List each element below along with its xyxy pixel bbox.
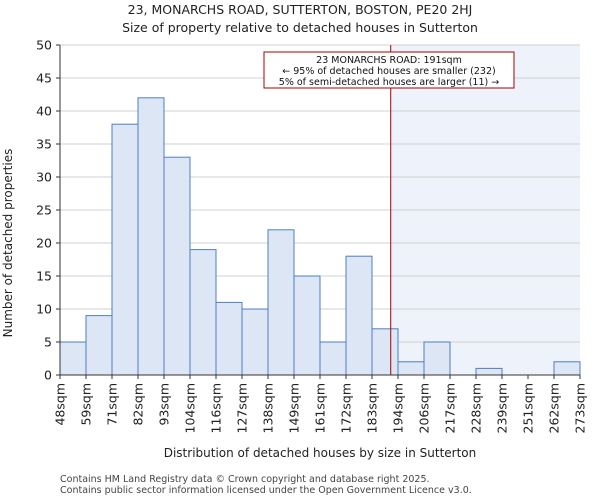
x-tick-label: 217sqm <box>443 383 458 433</box>
annotation-box <box>263 51 515 89</box>
x-tick-label: 116sqm <box>209 383 224 433</box>
x-tick-label: 206sqm <box>417 383 432 433</box>
x-tick-label: 194sqm <box>391 383 406 433</box>
chart-subtitle: Size of property relative to detached ho… <box>122 20 478 35</box>
x-tick-label: 239sqm <box>495 383 510 433</box>
x-tick-label: 138sqm <box>261 383 276 433</box>
histogram-bar <box>189 249 217 376</box>
y-axis-label: Number of detached properties <box>1 149 15 338</box>
x-tick-label: 273sqm <box>573 383 588 433</box>
histogram-bar <box>267 229 295 376</box>
histogram-bar <box>215 301 243 376</box>
y-tick-label: 10 <box>36 302 52 317</box>
y-tick-label: 15 <box>36 269 52 284</box>
x-tick-label: 228sqm <box>469 383 484 433</box>
x-tick-label: 127sqm <box>235 383 250 433</box>
x-tick-label: 48sqm <box>53 383 68 426</box>
histogram-bar <box>137 97 165 376</box>
y-tick-label: 25 <box>36 203 52 218</box>
x-tick-label: 262sqm <box>547 383 562 433</box>
y-tick-label: 35 <box>36 137 52 152</box>
x-tick-label: 93sqm <box>157 383 172 426</box>
histogram-bar <box>241 308 269 376</box>
histogram-bar <box>59 341 87 376</box>
histogram-bar <box>345 255 373 376</box>
y-tick-label: 45 <box>36 71 52 86</box>
annotation-line: 5% of semi-detached houses are larger (1… <box>279 77 499 88</box>
histogram-bar <box>553 361 581 376</box>
histogram-bar <box>163 156 191 376</box>
y-tick-label: 50 <box>36 38 52 53</box>
histogram-bar <box>85 315 113 376</box>
chart-title: 23, MONARCHS ROAD, SUTTERTON, BOSTON, PE… <box>127 2 473 17</box>
annotation-line: ← 95% of detached houses are smaller (23… <box>282 66 495 77</box>
x-tick-label: 172sqm <box>339 383 354 433</box>
x-tick-label: 251sqm <box>521 383 536 433</box>
footer-licence: Contains public sector information licen… <box>60 485 472 496</box>
histogram-bar <box>319 341 347 376</box>
histogram-bar <box>397 361 425 376</box>
x-tick-label: 161sqm <box>313 383 328 433</box>
histogram-bar <box>371 328 399 376</box>
histogram-bar <box>111 123 139 376</box>
y-tick-label: 20 <box>36 236 52 251</box>
histogram-bar <box>293 275 321 376</box>
y-tick-label: 30 <box>36 170 52 185</box>
x-tick-label: 149sqm <box>287 383 302 433</box>
histogram-bar <box>423 341 451 376</box>
y-tick-label: 40 <box>36 104 52 119</box>
histogram-bar <box>475 367 503 376</box>
annotation-line: 23 MONARCHS ROAD: 191sqm <box>316 55 462 66</box>
y-tick-label: 0 <box>44 368 52 383</box>
x-tick-label: 59sqm <box>79 383 94 426</box>
x-axis-label: Distribution of detached houses by size … <box>164 446 477 460</box>
y-tick-label: 5 <box>44 335 52 350</box>
x-tick-label: 71sqm <box>105 383 120 426</box>
x-tick-label: 183sqm <box>365 383 380 433</box>
footer-copyright: Contains HM Land Registry data © Crown c… <box>60 474 430 485</box>
x-tick-label: 104sqm <box>183 383 198 433</box>
x-tick-label: 82sqm <box>131 383 146 426</box>
